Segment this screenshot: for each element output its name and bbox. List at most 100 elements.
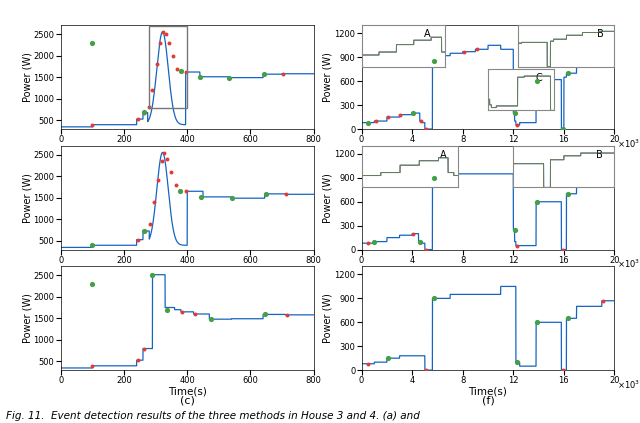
Text: (b): (b): [179, 275, 195, 285]
Point: [421, 367, 431, 374]
Text: $\times 10^3$: $\times 10^3$: [617, 137, 640, 150]
Point: [532, 78, 543, 85]
Point: [162, 156, 172, 162]
Point: [383, 355, 393, 362]
Point: [512, 359, 522, 365]
Point: [512, 242, 522, 249]
Point: [429, 58, 439, 65]
Point: [260, 190, 271, 197]
Point: [363, 119, 373, 126]
Point: [598, 54, 608, 60]
Point: [585, 177, 595, 184]
Point: [196, 193, 207, 200]
Point: [139, 108, 149, 115]
Text: $\times 10^3$: $\times 10^3$: [617, 379, 640, 391]
Point: [557, 367, 568, 374]
Point: [532, 78, 543, 85]
Point: [161, 306, 172, 313]
Point: [408, 230, 419, 237]
Point: [147, 87, 157, 93]
Point: [175, 187, 185, 194]
Point: [190, 310, 200, 317]
Point: [371, 118, 381, 124]
Point: [563, 315, 573, 322]
Point: [459, 48, 469, 55]
Text: (f): (f): [482, 395, 494, 405]
Point: [145, 220, 155, 227]
Point: [563, 190, 573, 197]
Point: [509, 226, 520, 233]
Y-axis label: Power (W): Power (W): [323, 52, 333, 102]
Point: [282, 311, 292, 318]
Point: [363, 119, 373, 126]
Point: [224, 74, 234, 81]
Point: [87, 121, 97, 128]
Point: [143, 104, 154, 111]
Point: [156, 39, 166, 46]
Point: [472, 46, 482, 53]
Point: [180, 188, 191, 195]
Point: [557, 246, 568, 253]
Point: [394, 111, 404, 118]
Point: [281, 191, 291, 198]
Point: [512, 359, 522, 365]
Point: [509, 110, 520, 116]
Text: (a): (a): [179, 154, 195, 164]
Point: [149, 199, 159, 206]
Point: [278, 70, 288, 77]
Point: [206, 316, 216, 323]
Point: [157, 158, 167, 165]
Point: [168, 52, 178, 59]
Point: [147, 271, 157, 278]
Point: [180, 69, 191, 75]
Point: [87, 242, 97, 249]
Point: [152, 61, 162, 68]
Point: [408, 110, 419, 116]
Point: [172, 65, 182, 72]
Point: [153, 177, 163, 184]
Point: [259, 311, 269, 318]
Point: [563, 190, 573, 197]
Point: [224, 74, 234, 81]
Point: [195, 73, 205, 80]
Point: [509, 110, 520, 116]
Point: [416, 118, 426, 124]
Point: [147, 271, 157, 278]
Y-axis label: Power (W): Power (W): [22, 294, 32, 343]
Point: [161, 30, 171, 37]
Point: [227, 195, 237, 202]
Point: [415, 238, 425, 245]
Point: [87, 280, 97, 287]
Point: [87, 242, 97, 249]
Point: [259, 71, 269, 77]
Point: [408, 110, 419, 116]
Point: [166, 168, 177, 175]
Point: [429, 58, 439, 65]
Point: [557, 126, 568, 132]
Point: [138, 109, 148, 116]
Point: [363, 360, 373, 367]
Point: [532, 198, 543, 205]
Text: $\times 10^3$: $\times 10^3$: [617, 258, 640, 270]
Point: [259, 71, 269, 77]
Point: [429, 174, 439, 181]
Point: [421, 126, 431, 132]
Y-axis label: Power (W): Power (W): [22, 52, 32, 102]
Point: [206, 316, 216, 323]
Point: [132, 236, 143, 243]
Point: [87, 363, 97, 369]
Point: [196, 193, 207, 200]
X-axis label: Time(s): Time(s): [168, 387, 207, 397]
Point: [532, 319, 543, 326]
Point: [563, 70, 573, 77]
Y-axis label: Power (W): Power (W): [22, 173, 32, 222]
Point: [140, 228, 150, 234]
Point: [170, 181, 180, 188]
Point: [175, 187, 185, 194]
Y-axis label: Power (W): Power (W): [323, 173, 333, 222]
Point: [383, 114, 393, 121]
Point: [176, 68, 186, 74]
Point: [369, 238, 380, 245]
Point: [259, 311, 269, 318]
Point: [195, 73, 205, 80]
